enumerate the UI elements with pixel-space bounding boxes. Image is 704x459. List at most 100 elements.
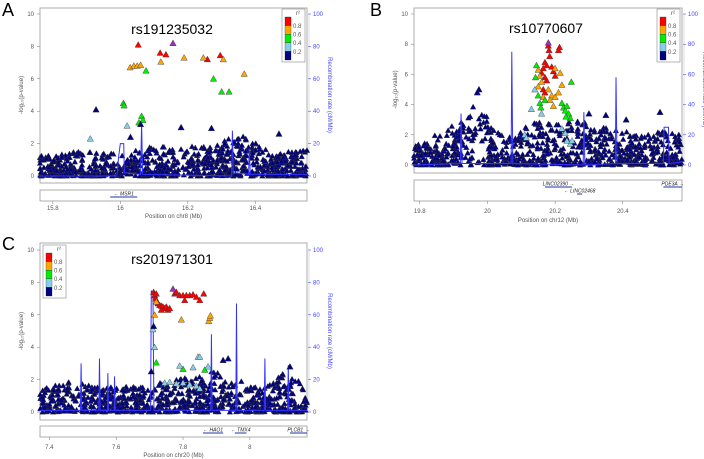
snp-point-background — [559, 154, 566, 161]
legend-swatch-r04 — [659, 34, 667, 43]
legend-swatch-r04 — [45, 270, 53, 279]
lead-snp-title: rs10770607 — [509, 20, 583, 36]
snp-point-background — [84, 394, 92, 400]
snp-point-background — [637, 144, 644, 151]
snp-point-background — [462, 154, 469, 161]
snp-point-background — [186, 386, 193, 393]
snp-point-r00 — [275, 130, 283, 137]
snp-point-background — [648, 150, 656, 156]
snp-point-background — [657, 161, 664, 168]
snp-point-background — [152, 147, 160, 154]
snp-point-background — [70, 393, 77, 399]
snp-point-r08 — [157, 306, 165, 313]
snp-point-r00 — [585, 110, 593, 117]
snp-point-background — [645, 131, 652, 138]
snp-point-background — [250, 384, 258, 391]
snp-point-background — [587, 126, 594, 133]
snp-point-background — [176, 403, 183, 410]
snp-point-r04 — [567, 78, 575, 85]
snp-point-background — [654, 135, 661, 142]
snp-point-background — [435, 152, 443, 158]
x-axis-label: Position on chr8 (Mb) — [145, 214, 202, 220]
snp-point-r06 — [546, 96, 554, 103]
snp-point-background — [131, 154, 139, 160]
snp-point-r04 — [179, 365, 187, 372]
snp-point-background — [470, 134, 477, 141]
snp-point-background — [163, 399, 171, 405]
snp-point-background — [140, 157, 147, 164]
snp-point-background — [488, 124, 495, 131]
snp-point-background — [618, 147, 625, 153]
snp-point-r00 — [286, 363, 294, 370]
snp-point-background — [78, 161, 86, 168]
snp-point-r08 — [162, 50, 170, 58]
snp-point-background — [269, 152, 276, 159]
right-y-tick-label: 80 — [688, 42, 695, 48]
snp-point-background — [217, 373, 224, 380]
snp-point-r00 — [207, 124, 216, 131]
snp-point-background — [514, 137, 522, 143]
snp-point-background — [182, 376, 190, 383]
lead-snp-title: rs191235032 — [131, 21, 213, 37]
snp-point-background — [259, 389, 266, 396]
snp-point-background — [180, 153, 187, 160]
snp-point-background — [291, 151, 299, 158]
snp-point-background — [68, 403, 75, 410]
snp-point-r08 — [181, 296, 189, 303]
snp-point-background — [224, 158, 231, 164]
snp-point-background — [469, 147, 476, 154]
snp-point-background — [224, 142, 231, 149]
legend-swatch-r08 — [284, 16, 292, 26]
snp-point-r06 — [538, 78, 546, 85]
snp-point-background — [287, 167, 295, 173]
snp-point-background — [252, 146, 259, 153]
snp-point-background — [85, 382, 92, 389]
snp-point-background — [198, 377, 205, 384]
snp-point-background — [89, 386, 96, 392]
snp-point-background — [128, 166, 136, 173]
snp-point-background — [618, 130, 626, 136]
snp-point-background — [47, 166, 54, 173]
y-tick-label: 4 — [31, 345, 35, 351]
snp-point-background — [142, 165, 149, 172]
snp-point-background — [283, 167, 291, 174]
snp-point-background — [676, 138, 683, 145]
snp-point-r06 — [240, 70, 248, 77]
snp-point-background — [428, 158, 436, 165]
snp-point-background — [54, 391, 62, 398]
snp-point-background — [196, 398, 204, 405]
snp-point-background — [485, 161, 492, 168]
snp-point-background — [226, 408, 234, 415]
snp-point-r00 — [177, 123, 185, 131]
snp-point-background — [185, 159, 193, 166]
snp-point-background — [58, 396, 65, 403]
snp-point-background — [188, 143, 196, 150]
snp-point-background — [669, 130, 676, 137]
snp-point-background — [436, 132, 444, 139]
right-y-tick-label: 40 — [313, 109, 320, 115]
snp-point-r06 — [152, 298, 160, 305]
snp-point-background — [609, 161, 616, 168]
right-y-tick-label: 80 — [313, 280, 320, 286]
snp-point-background — [182, 408, 189, 414]
snp-point-background — [553, 154, 560, 161]
legend-swatch-r06 — [284, 25, 292, 35]
snp-point-background — [231, 393, 239, 400]
snp-point-background — [225, 135, 232, 142]
snp-point-background — [526, 148, 533, 154]
snp-point-background — [605, 156, 613, 162]
snp-point-r00 — [656, 108, 664, 115]
snp-point-background — [620, 136, 627, 142]
y-tick-label: 6 — [405, 72, 409, 78]
snp-point-background — [485, 143, 493, 150]
y-tick-label: 0 — [31, 174, 35, 180]
snp-point-background — [192, 390, 199, 396]
snp-point-background — [221, 166, 229, 173]
snp-point-background — [245, 408, 252, 415]
snp-point-r02 — [189, 363, 197, 371]
snp-point-background — [221, 140, 228, 146]
right-y-tick-label: 40 — [688, 103, 695, 109]
snp-point-background — [250, 159, 257, 166]
snp-point-background — [442, 145, 449, 152]
snp-point-background — [53, 167, 60, 174]
